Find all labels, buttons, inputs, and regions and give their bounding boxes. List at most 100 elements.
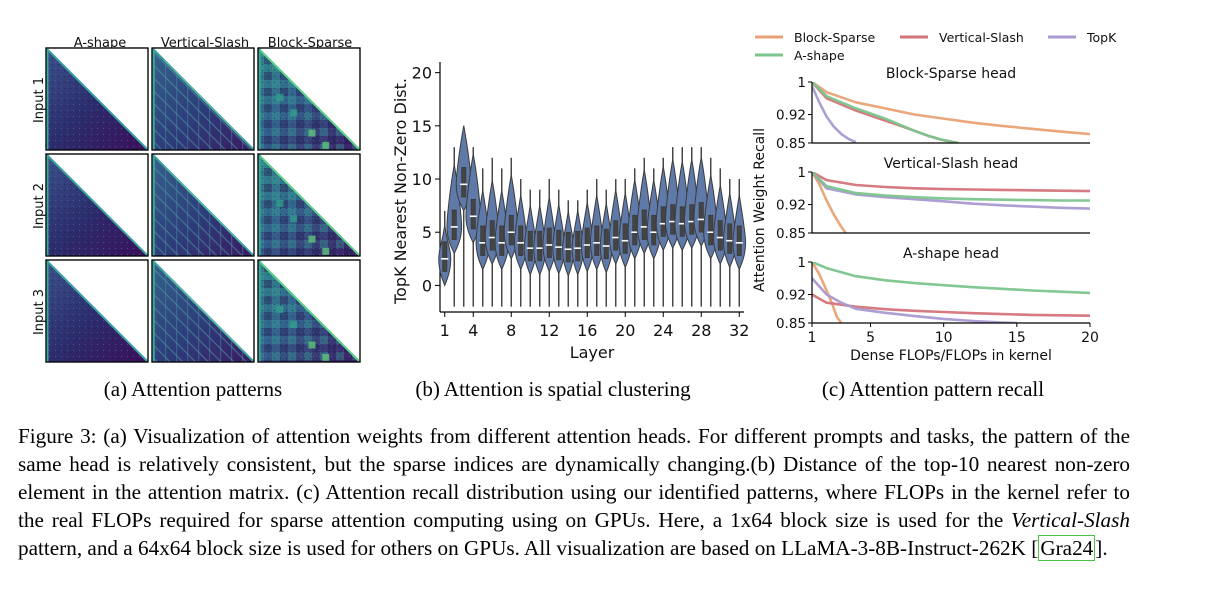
violin-box xyxy=(632,214,638,246)
subplot-title: A-shape head xyxy=(903,246,999,262)
heatmap-cell xyxy=(151,153,255,257)
y-tick-label: 0.92 xyxy=(776,288,806,304)
heatmap-block xyxy=(276,305,284,313)
legend-item: Vertical-Slash xyxy=(900,30,1024,45)
violin-box xyxy=(518,225,524,256)
series-line xyxy=(812,293,1090,317)
x-axis-label: Dense FLOPs/FLOPs in kernel xyxy=(850,348,1052,364)
heatmap-cell xyxy=(257,259,361,363)
x-tick-label: 12 xyxy=(539,321,559,340)
recall-plots: Block-Sparse head10.920.85Vertical-Slash… xyxy=(752,66,1099,364)
heatmap-cell xyxy=(45,259,149,363)
y-tick-label: 1 xyxy=(797,255,806,271)
violin-box xyxy=(442,241,448,272)
heatmap-block xyxy=(322,141,330,149)
x-tick-label: 15 xyxy=(1008,330,1026,346)
heatmap-border xyxy=(45,47,149,151)
legend-label: TopK xyxy=(1086,30,1117,45)
violin xyxy=(446,147,463,307)
caption-text-2: pattern, and a 64x64 block size is used … xyxy=(18,536,1032,560)
recall-subplot: Vertical-Slash head 1 0.92 0.85 xyxy=(776,156,1090,242)
series-line xyxy=(812,85,857,143)
subplot-title: Vertical-Slash head xyxy=(884,156,1018,172)
x-tick-label: 4 xyxy=(468,321,478,340)
x-tick-label: 24 xyxy=(653,321,673,340)
heatmap-cell xyxy=(45,47,149,151)
x-tick-label: 1 xyxy=(808,330,817,346)
heatmap-block xyxy=(308,341,316,349)
heatmap-diagonal xyxy=(257,153,361,257)
violin-box xyxy=(670,204,676,235)
caption-emphasis: Vertical-Slash xyxy=(1011,508,1130,532)
heatmap-slash-line xyxy=(182,290,243,351)
heatmap-cell xyxy=(257,153,361,257)
row-label-input-3: Input 3 xyxy=(32,289,47,335)
heatmap-border xyxy=(45,259,149,363)
violin-box xyxy=(679,206,685,237)
series-line xyxy=(812,82,959,143)
series-line xyxy=(812,172,1090,210)
violin-plot: 0 5 10 15 20 1 4 8 12 16 20 24 28 32 Layer TopK Nearest… xyxy=(391,62,749,362)
violin xyxy=(438,210,452,287)
panel-b: 0 5 10 15 20 1 4 8 12 16 20 24 28 32 Layer TopK Nearest… xyxy=(391,62,749,401)
heatmap-diagonal xyxy=(257,47,361,151)
legend: Block-Sparse Vertical-Slash TopK A-shape xyxy=(755,30,1117,63)
heatmap-cell xyxy=(257,47,361,151)
heatmap-diagonal xyxy=(45,259,149,363)
legend-item: TopK xyxy=(1048,30,1117,45)
figure-caption: Figure 3: (a) Visualization of attention… xyxy=(18,424,1130,561)
violin-box xyxy=(727,223,733,254)
violin-box xyxy=(499,225,505,256)
heatmap-border xyxy=(151,153,255,257)
series-line xyxy=(812,172,1090,193)
figure-canvas: A-shape Vertical-Slash Block-Sparse Inpu… xyxy=(32,30,1117,401)
y-tick-label: 15 xyxy=(412,117,432,136)
violin-box xyxy=(717,220,723,251)
citation-link[interactable]: Gra24 xyxy=(1038,535,1096,561)
heatmap-block xyxy=(290,215,298,223)
panel-a: A-shape Vertical-Slash Block-Sparse Inpu… xyxy=(32,36,361,401)
panel-c: Block-Sparse Vertical-Slash TopK A-shape Bl… xyxy=(752,30,1117,401)
legend-label: Vertical-Slash xyxy=(939,30,1024,45)
violin-box xyxy=(736,225,742,256)
y-tick-label: 0.92 xyxy=(776,198,806,214)
violin xyxy=(494,168,509,307)
violin-box xyxy=(451,209,457,240)
heatmap-border xyxy=(257,153,361,257)
heatmap-diagonal xyxy=(45,153,149,257)
row-label-input-2: Input 2 xyxy=(32,183,47,229)
recall-subplot: Block-Sparse head 1 0.92 0.85 xyxy=(776,66,1090,152)
legend-label: Block-Sparse xyxy=(794,30,875,45)
series-line xyxy=(812,262,1090,295)
column-label-block-sparse: Block-Sparse xyxy=(268,36,352,51)
row-label-input-1: Input 1 xyxy=(32,77,47,123)
y-tick-label: 0.85 xyxy=(776,316,806,332)
heatmap-block xyxy=(276,199,284,207)
heatmap-border xyxy=(257,259,361,363)
violin-box xyxy=(641,209,647,240)
heatmap-cell xyxy=(151,259,255,363)
column-label-a-shape: A-shape xyxy=(74,36,127,51)
x-tick-label: 16 xyxy=(577,321,597,340)
y-axis-label: TopK Nearest Non-Zero Dist. xyxy=(391,78,410,305)
x-tick-label: 32 xyxy=(729,321,749,340)
x-tick-label: 10 xyxy=(935,330,953,346)
attention-heatmap-grid xyxy=(45,47,361,363)
heatmap-block xyxy=(308,235,316,243)
violin-box xyxy=(708,214,714,246)
y-tick-label: 20 xyxy=(412,64,432,83)
heatmap-block xyxy=(290,321,298,329)
series-lines xyxy=(812,82,1090,143)
y-axis-label: Attention Weight Recall xyxy=(752,128,768,292)
heatmap-block xyxy=(276,93,284,101)
y-tick-label: 0.92 xyxy=(776,108,806,124)
violin xyxy=(552,189,566,307)
x-tick-label: 28 xyxy=(691,321,711,340)
y-tick-label: 1 xyxy=(797,75,806,91)
violin-box xyxy=(660,206,666,237)
subcaption-c: (c) Attention pattern recall xyxy=(822,377,1044,401)
heatmap-border xyxy=(151,259,255,363)
caption-text-3: . xyxy=(1102,536,1108,560)
violin-box xyxy=(537,230,543,262)
